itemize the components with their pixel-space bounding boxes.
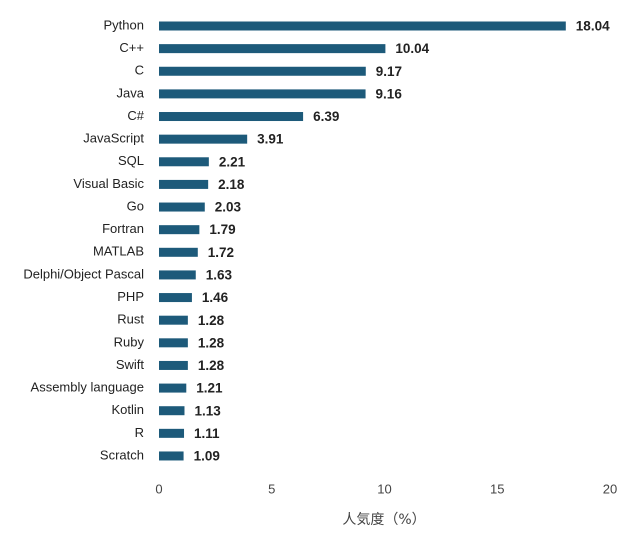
bar-c [159,112,304,122]
bar-swift [159,360,188,370]
value-label: 1.79 [209,222,235,237]
category-label: Fortran [102,221,144,236]
x-tick-label: 5 [268,481,275,496]
value-label: 1.72 [208,245,234,260]
bar-javascript [159,134,248,144]
category-label: Java [117,85,145,100]
category-label: Scratch [100,447,144,462]
category-label: C [135,63,144,78]
x-tick-label: 10 [377,481,391,496]
value-label: 1.11 [194,426,220,441]
value-label: 2.21 [219,154,246,169]
value-label: 1.28 [198,335,225,350]
bar-scratch [159,451,184,461]
category-label: Swift [116,357,145,372]
bar-kotlin [159,406,185,416]
x-tick-label: 15 [490,481,504,496]
category-label: Kotlin [111,402,144,417]
bar-c [159,66,366,76]
value-label: 10.04 [395,41,429,56]
value-label: 1.09 [194,449,220,464]
bars-layer [159,21,566,461]
x-tick-label: 20 [603,481,617,496]
value-label: 2.03 [215,200,242,215]
value-label: 3.91 [257,132,284,147]
bar-sql [159,157,209,167]
bar-go [159,202,205,212]
category-labels: Python C++ C Java C# JavaScript SQL Visual Basi… [23,17,144,462]
x-axis-title: 人気度（%） [342,512,425,528]
category-label: C# [127,108,144,123]
value-label: 1.63 [206,267,233,282]
value-label: 1.28 [198,358,225,373]
bar-python [159,21,566,31]
category-label: C++ [119,40,144,55]
category-label: Rust [117,312,144,327]
value-label: 1.28 [198,313,225,328]
bar-fortran [159,225,200,235]
bar-ruby [159,338,188,348]
category-label: Delphi/Object Pascal [23,266,144,281]
category-label: Python [104,17,144,32]
bar-c [159,44,386,54]
category-label: SQL [118,153,144,168]
value-label: 1.21 [196,381,223,396]
category-label: R [135,425,144,440]
x-axis-ticks: 0 5 10 15 20 [155,481,617,496]
bar-delphi-object-pascal [159,270,196,280]
bar-java [159,89,366,99]
category-label: Assembly language [31,380,144,395]
category-label: Visual Basic [73,176,144,191]
value-labels: 18.04 10.04 9.17 9.16 6.39 3.91 2.21 2.18 2.03 1.… [194,19,610,464]
category-label: JavaScript [83,131,144,146]
category-label: Ruby [114,334,145,349]
value-label: 9.16 [376,86,403,101]
value-label: 18.04 [576,19,610,34]
bar-assembly-language [159,383,187,393]
bar-matlab [159,247,198,257]
bar-visual-basic [159,179,209,189]
category-label: PHP [117,289,144,304]
value-label: 1.46 [202,290,229,305]
category-label: MATLAB [93,244,144,259]
bar-rust [159,315,188,325]
x-tick-label: 0 [155,481,162,496]
bar-php [159,293,192,303]
value-label: 2.18 [218,177,245,192]
category-label: Go [127,198,144,213]
bar-r [159,428,185,438]
value-label: 6.39 [313,109,339,124]
value-label: 9.17 [376,64,402,79]
value-label: 1.13 [194,403,221,418]
